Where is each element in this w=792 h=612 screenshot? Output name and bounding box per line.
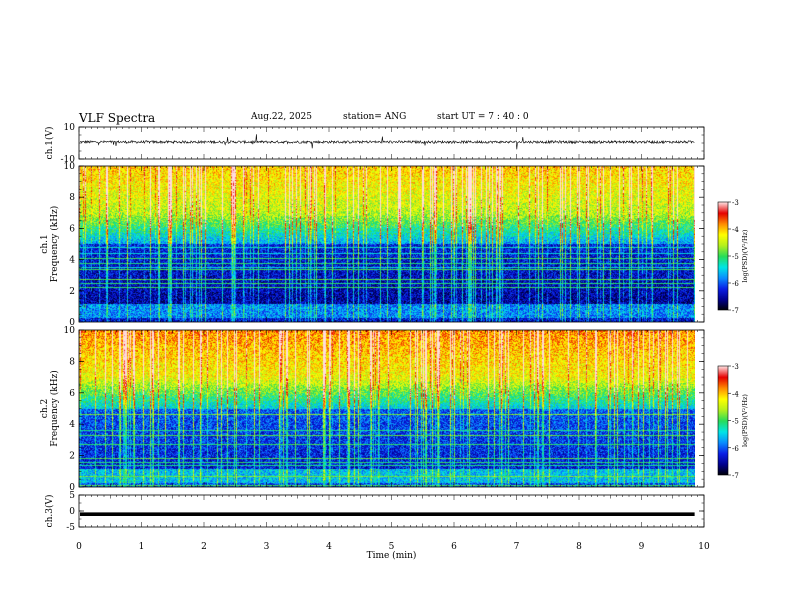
y-tick-label: 0	[69, 483, 75, 493]
x-tick-label: 7	[514, 542, 520, 552]
date-label: Aug.22, 2025	[251, 112, 312, 122]
y-tick-label: 4	[69, 420, 75, 430]
y-axis-label-line: ch.1	[40, 234, 50, 253]
y-tick-label: 8	[69, 357, 75, 367]
start-time-label: start UT = 7 : 40 : 0	[437, 112, 529, 122]
ch2-spectrogram-colorbar-label-group: log(PSD)(V²/Hz)	[741, 394, 749, 447]
ch1-spectrogram-ylabel: ch.1 Frequency (kHz)	[40, 206, 60, 283]
x-tick-label: 8	[576, 542, 582, 552]
y-axis-label-line: ch.2	[40, 399, 50, 418]
x-tick-label: 6	[451, 542, 457, 552]
x-tick-label: 0	[76, 542, 82, 552]
colorbar-tick-label: -4	[732, 390, 739, 398]
y-tick-label: 6	[69, 389, 75, 399]
x-tick-label: 10	[698, 542, 710, 552]
ch1-spectrogram-colorbar-label-group: log(PSD)(V²/Hz)	[741, 229, 749, 282]
ch1-waveform-trace	[79, 134, 695, 150]
colorbar-label: log(PSD)(V²/Hz)	[741, 229, 749, 282]
y-tick-label: 0	[69, 318, 75, 328]
x-tick-label: 4	[326, 542, 332, 552]
y-axis-label-line: Frequency (kHz)	[49, 206, 60, 283]
y-axis-label-line: ch.3(V)	[44, 495, 55, 528]
y-tick-label: 6	[69, 224, 75, 234]
colorbar-tick-label: -5	[732, 253, 739, 261]
y-tick-label: 10	[64, 123, 76, 133]
x-tick-label: 5	[389, 542, 395, 552]
x-tick-label: 1	[139, 542, 145, 552]
ch1-waveform-ylabel: ch.1(V)	[44, 127, 55, 160]
colorbar-tick-label: -5	[732, 418, 739, 426]
y-tick-label: -10	[61, 155, 76, 165]
y-axis-label-line: ch.1(V)	[44, 127, 55, 160]
y-tick-label: -5	[66, 523, 75, 533]
ch1-spectrogram-image	[79, 166, 695, 322]
y-tick-label: 4	[69, 256, 75, 266]
colorbar-tick-label: -7	[732, 307, 739, 315]
colorbar-tick-label: -6	[732, 280, 739, 288]
ch1-spectrogram-colorbar	[718, 202, 728, 310]
ch2-spectrogram-colorbar	[718, 366, 728, 475]
x-tick-label: 9	[639, 542, 645, 552]
x-axis-label: Time (min)	[367, 550, 417, 561]
y-tick-label: 10	[64, 326, 76, 336]
colorbar-label: log(PSD)(V²/Hz)	[741, 394, 749, 447]
ch2-spectrogram-ylabel: ch.2 Frequency (kHz)	[40, 370, 60, 447]
colorbar-tick-label: -4	[732, 226, 739, 234]
ch3-waveform-ylabel: ch.3(V)	[44, 495, 55, 528]
y-tick-label: 5	[69, 491, 75, 501]
y-tick-label: 2	[69, 287, 75, 297]
y-tick-label: 0	[69, 507, 75, 517]
colorbar-tick-label: -3	[732, 199, 739, 207]
y-tick-label: 2	[69, 452, 75, 462]
colorbar-tick-label: -7	[732, 472, 739, 480]
x-tick-label: 3	[264, 542, 270, 552]
y-tick-label: 10	[64, 162, 76, 172]
figure-title: VLF Spectra	[79, 111, 156, 125]
colorbar-tick-label: -3	[732, 363, 739, 371]
x-tick-label: 2	[201, 542, 207, 552]
station-label: station= ANG	[343, 112, 407, 122]
y-axis-label-line: Frequency (kHz)	[49, 370, 60, 447]
ch3-waveform-trace	[80, 512, 695, 516]
ch2-spectrogram-image	[79, 330, 695, 487]
colorbar-tick-label: -6	[732, 445, 739, 453]
y-tick-label: 8	[69, 193, 75, 203]
